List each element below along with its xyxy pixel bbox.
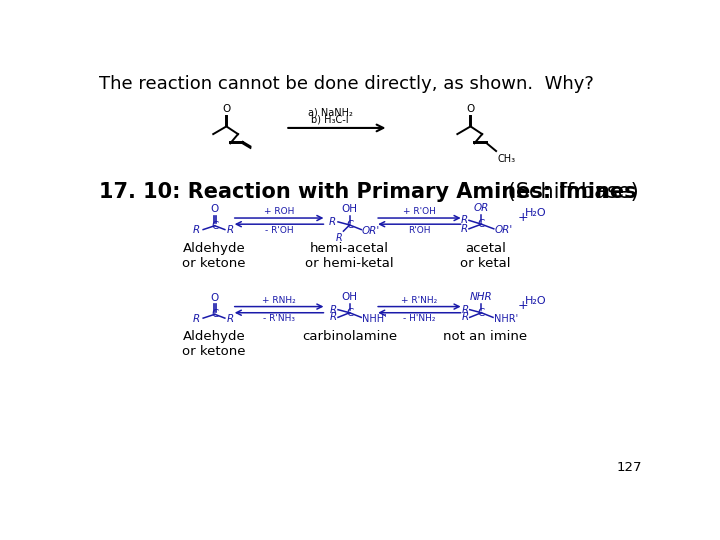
Text: R: R xyxy=(330,312,337,322)
Text: +: + xyxy=(518,299,528,312)
Text: C: C xyxy=(346,220,354,230)
Text: O: O xyxy=(211,293,219,303)
Text: C: C xyxy=(477,219,485,229)
Text: acetal
or ketal: acetal or ketal xyxy=(460,242,510,270)
Text: + ROH: + ROH xyxy=(264,207,294,217)
Text: R: R xyxy=(193,225,200,235)
Text: OR': OR' xyxy=(495,225,513,235)
Text: R: R xyxy=(226,314,234,324)
Text: O: O xyxy=(222,104,230,114)
Text: hemi-acetal
or hemi-ketal: hemi-acetal or hemi-ketal xyxy=(305,242,394,270)
Text: + R'OH: + R'OH xyxy=(403,207,436,217)
Text: - H'NH₂: - H'NH₂ xyxy=(403,314,436,323)
Text: C: C xyxy=(211,221,218,231)
Text: C: C xyxy=(346,308,354,318)
Text: NHR': NHR' xyxy=(494,314,518,324)
Text: not an imine: not an imine xyxy=(444,330,527,343)
Text: R'OH: R'OH xyxy=(408,226,431,235)
Text: 127: 127 xyxy=(616,462,642,475)
Text: + RNH₂: + RNH₂ xyxy=(262,296,296,305)
Text: (Schiff base): (Schiff base) xyxy=(500,182,639,202)
Text: R: R xyxy=(226,225,234,235)
Text: R: R xyxy=(462,312,469,322)
Text: OR': OR' xyxy=(362,226,380,236)
Text: O: O xyxy=(467,104,474,114)
Text: H₂O: H₂O xyxy=(525,208,546,218)
Text: Aldehyde
or ketone: Aldehyde or ketone xyxy=(182,330,246,359)
Text: R: R xyxy=(330,305,337,315)
Text: OH: OH xyxy=(341,204,358,214)
Text: NHR: NHR xyxy=(470,292,492,302)
Text: + R'NH₂: + R'NH₂ xyxy=(401,296,438,305)
Text: R: R xyxy=(461,224,468,234)
Text: CH₃: CH₃ xyxy=(498,154,516,164)
Text: R: R xyxy=(336,233,343,244)
Text: 17. 10: Reaction with Primary Amines: Imines: 17. 10: Reaction with Primary Amines: Im… xyxy=(99,182,637,202)
Text: R: R xyxy=(462,305,469,315)
Text: C: C xyxy=(477,308,485,318)
Text: C: C xyxy=(211,309,218,319)
Text: - R'NH₃: - R'NH₃ xyxy=(263,314,295,323)
Text: - R'OH: - R'OH xyxy=(265,226,294,235)
Text: H₂O: H₂O xyxy=(525,296,546,306)
Text: carbinolamine: carbinolamine xyxy=(302,330,397,343)
Text: b) H₃C-I: b) H₃C-I xyxy=(312,114,349,124)
Text: NHH': NHH' xyxy=(362,314,387,324)
Text: A: A xyxy=(345,224,351,233)
Text: R: R xyxy=(193,314,200,324)
Text: OR: OR xyxy=(474,204,489,213)
Text: R: R xyxy=(461,215,468,225)
Text: Aldehyde
or ketone: Aldehyde or ketone xyxy=(182,242,246,270)
Text: a) NaNH₂: a) NaNH₂ xyxy=(308,107,353,117)
Text: +: + xyxy=(518,211,528,224)
Text: The reaction cannot be done directly, as shown.  Why?: The reaction cannot be done directly, as… xyxy=(99,75,594,93)
Text: OH: OH xyxy=(341,292,358,302)
Text: O: O xyxy=(211,204,219,214)
Text: R: R xyxy=(329,217,336,227)
